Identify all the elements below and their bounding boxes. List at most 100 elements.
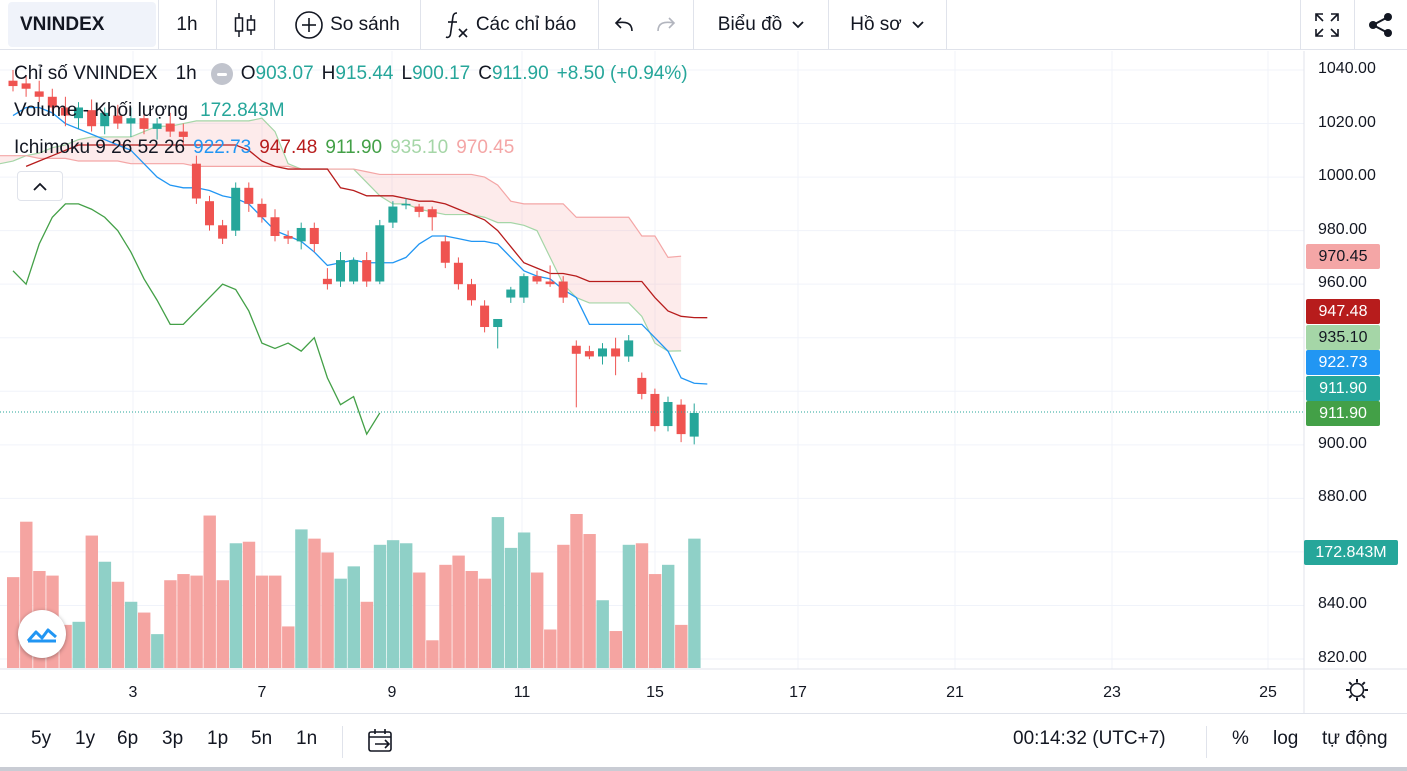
leading-span-a-line: [0, 117, 682, 352]
share-button[interactable]: [1358, 0, 1404, 50]
log-scale-toggle[interactable]: log: [1273, 728, 1299, 749]
range-6p-button[interactable]: 6p: [117, 728, 139, 749]
range-1n-button[interactable]: 1n: [296, 728, 318, 749]
undo-button[interactable]: [604, 0, 644, 50]
chevron-up-icon: [33, 182, 47, 191]
conversion-line-value: 922.73: [193, 137, 252, 158]
candle-body: [506, 289, 516, 298]
price-axis-label: 922.73: [1306, 350, 1380, 375]
candle-body: [205, 201, 214, 226]
volume-bar: [609, 631, 622, 668]
chevron-down-icon: [792, 21, 804, 29]
volume-bar: [635, 543, 649, 668]
time-axis-tick: 9: [388, 684, 397, 701]
candle-body: [178, 131, 188, 137]
price-axis-tick: 840.00: [1318, 595, 1367, 613]
volume-bar: [596, 600, 609, 668]
candle-body: [165, 123, 175, 132]
compare-button[interactable]: So sánh: [278, 0, 416, 50]
volume-bar: [255, 575, 269, 668]
candle-body: [650, 393, 660, 427]
window-bottom-edge: [0, 767, 1407, 771]
profile-menu-button[interactable]: Hồ sơ: [832, 0, 942, 50]
volume-bar: [583, 534, 596, 668]
candle-body: [34, 91, 44, 97]
volume-legend-value: 172.843M: [200, 100, 285, 121]
volume-bar: [413, 572, 426, 668]
time-axis: 3 7 9 11 15 17 21 23 25: [129, 684, 1277, 701]
price-axis-label: 911.90: [1306, 376, 1380, 401]
collapse-legend-button[interactable]: [17, 171, 63, 201]
range-5y-button[interactable]: 5y: [31, 728, 52, 749]
candle-body: [100, 112, 110, 127]
tradingview-logo-button[interactable]: [18, 610, 66, 658]
candle-body: [532, 276, 542, 282]
volume-bar: [203, 515, 216, 668]
price-axis-tick: 980.00: [1318, 220, 1367, 238]
redo-icon: [657, 17, 676, 32]
main-series-legend[interactable]: Chỉ số VNINDEX 1h O 903.07 H 915.44 L 90…: [14, 63, 696, 85]
range-3p-button[interactable]: 3p: [162, 728, 184, 749]
chart-type-button[interactable]: [218, 0, 272, 50]
volume-bar: [164, 580, 177, 668]
indicators-button[interactable]: Các chỉ báo: [424, 0, 596, 50]
symbol-search-button[interactable]: VNINDEX: [8, 2, 156, 47]
volume-bar: [439, 564, 452, 668]
volume-bar: [688, 538, 701, 668]
candle-body: [296, 227, 306, 242]
volume-bar: [295, 529, 308, 668]
redo-button[interactable]: [646, 0, 686, 50]
price-axis-tick: 1000.00: [1318, 167, 1376, 185]
auto-scale-toggle[interactable]: tự động: [1322, 728, 1388, 749]
volume-bar: [544, 629, 557, 668]
volume-bar: [229, 543, 243, 668]
candle-body: [427, 209, 437, 218]
time-axis-tick: 25: [1259, 684, 1277, 701]
candle-body: [676, 404, 686, 435]
volume-bar: [386, 540, 400, 668]
fullscreen-button[interactable]: [1302, 0, 1352, 50]
timezone-clock[interactable]: 00:14:32 (UTC+7): [1013, 728, 1166, 749]
price-axis-tick: 880.00: [1318, 488, 1367, 506]
candle-body: [270, 217, 280, 236]
range-1p-button[interactable]: 1p: [207, 728, 229, 749]
goto-date-button[interactable]: [367, 728, 395, 759]
price-axis-tick: 1020.00: [1318, 113, 1376, 131]
candle-body: [113, 115, 123, 124]
candle-body: [21, 83, 31, 89]
volume-bar: [373, 544, 387, 668]
toolbar-divider: [946, 0, 947, 50]
interval-button[interactable]: 1h: [160, 0, 214, 50]
volume-legend[interactable]: Volume - Khối lượng 172.843M: [14, 100, 293, 122]
chart-menu-button[interactable]: Biểu đồ: [697, 0, 825, 50]
ichimoku-legend[interactable]: Ichimoku 9 26 52 26 922.73 947.48 911.90…: [14, 137, 522, 159]
range-1y-button[interactable]: 1y: [75, 728, 96, 749]
time-axis-tick: 21: [946, 684, 964, 701]
volume-bar: [360, 601, 374, 668]
candle-body: [663, 401, 673, 427]
candle-body: [87, 110, 97, 127]
volume-bar: [517, 532, 531, 668]
volume-bar: [452, 555, 465, 668]
volume-bar: [321, 552, 334, 668]
candle-body: [571, 345, 581, 354]
volume-bar: [675, 624, 688, 668]
calendar-arrow-icon: [368, 729, 392, 752]
bottom-divider: [342, 726, 343, 758]
hide-series-button[interactable]: [210, 63, 233, 85]
open-label: O: [240, 63, 256, 84]
profile-menu-label: Hồ sơ: [850, 14, 902, 35]
chart-settings-button[interactable]: [1344, 677, 1370, 703]
candle-body: [545, 281, 555, 285]
leading-span-b-value: 970.45: [456, 137, 515, 158]
percent-scale-toggle[interactable]: %: [1232, 728, 1249, 749]
volume-bar: [98, 561, 112, 668]
candle-body: [139, 118, 149, 129]
range-5n-button[interactable]: 5n: [251, 728, 273, 749]
legend-interval: 1h: [175, 63, 197, 84]
price-chart[interactable]: 3 7 9 11 15 17 21 23 25: [0, 51, 1407, 713]
volume-bar: [111, 581, 125, 668]
high-label: H: [321, 63, 336, 84]
logo-icon: [26, 628, 57, 643]
volume-bar: [85, 535, 98, 668]
